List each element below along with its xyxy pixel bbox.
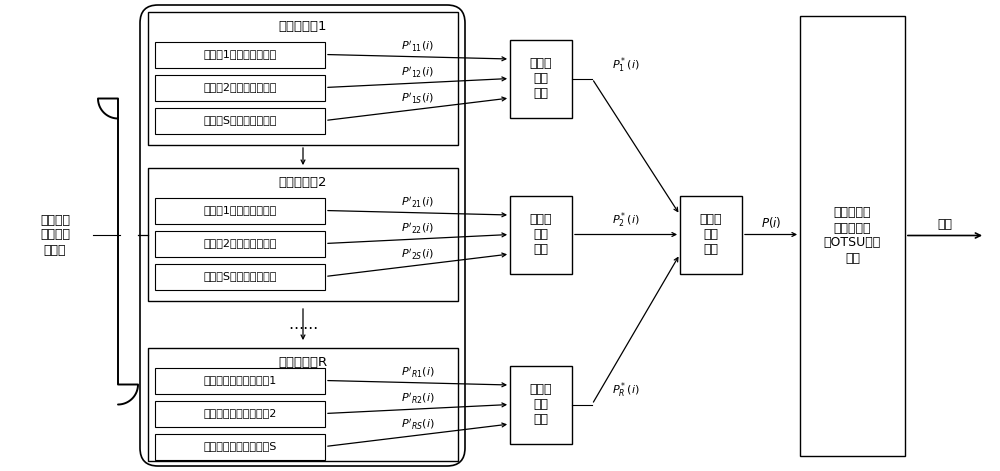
Text: 加和求
平均
单元: 加和求 平均 单元 [530,213,552,256]
Text: $P'_{2S}(i)$: $P'_{2S}(i)$ [401,248,434,262]
Bar [510,40,572,117]
Text: $P'_{R2}(i)$: $P'_{R2}(i)$ [401,391,434,406]
Text: 阈值: 阈值 [938,218,952,230]
Bar [148,12,458,145]
Text: $P^*_2(i)$: $P^*_2(i)$ [612,211,640,230]
Bar [680,195,742,274]
Text: 像素灰度统计处理单元1: 像素灰度统计处理单元1 [203,375,277,385]
FancyBboxPatch shape [140,5,465,466]
Text: ……: …… [288,317,318,332]
Text: 加和求
平均
单元: 加和求 平均 单元 [530,57,552,100]
Bar [510,195,572,274]
Bar [148,168,458,301]
Bar [155,367,325,393]
Text: $P(i)$: $P(i)$ [761,216,781,230]
Text: $P'_{R1}(i)$: $P'_{R1}(i)$ [401,365,434,380]
Bar [155,107,325,133]
Text: 图像块2灰度直方图统计: 图像块2灰度直方图统计 [203,82,277,92]
Text: 图像块分组1: 图像块分组1 [279,19,327,32]
Text: 图像块2灰度直方图统计: 图像块2灰度直方图统计 [203,238,277,249]
Bar [155,400,325,427]
Text: $P'_{RS}(i)$: $P'_{RS}(i)$ [401,418,434,432]
Text: 目标区域及
背景区域交
界OTSU阈值
求解: 目标区域及 背景区域交 界OTSU阈值 求解 [824,206,881,265]
Bar [155,230,325,257]
Text: $P'_{22}(i)$: $P'_{22}(i)$ [401,221,434,236]
Bar [510,365,572,444]
Text: $P'_{21}(i)$: $P'_{21}(i)$ [401,195,434,210]
Text: 像素灰度统计处理单元S: 像素灰度统计处理单元S [203,441,277,452]
Text: $P^*_R(i)$: $P^*_R(i)$ [612,381,640,400]
Bar [155,74,325,100]
Text: 图像块S灰度直方图统计: 图像块S灰度直方图统计 [203,271,277,282]
Text: 图像块S灰度直方图统计: 图像块S灰度直方图统计 [203,115,277,125]
Bar [148,348,458,461]
Text: $P'_{1S}(i)$: $P'_{1S}(i)$ [401,92,434,106]
Text: 像素灰度统计处理单元2: 像素灰度统计处理单元2 [203,408,277,419]
Text: 加和求
平均
单元: 加和求 平均 单元 [700,213,722,256]
Text: $P'_{12}(i)$: $P'_{12}(i)$ [401,65,434,80]
Bar [800,16,905,455]
Text: $P'_{11}(i)$: $P'_{11}(i)$ [401,39,434,54]
Bar [155,433,325,460]
Text: 目标与背
景交界类
型子图: 目标与背 景交界类 型子图 [40,213,70,257]
Bar [155,41,325,67]
Text: 加和求
平均
单元: 加和求 平均 单元 [530,383,552,426]
Text: $P^*_1(i)$: $P^*_1(i)$ [612,55,640,74]
Text: 图像块1灰度直方图统计: 图像块1灰度直方图统计 [203,49,277,59]
Text: 图像块分组R: 图像块分组R [278,356,328,368]
Bar [155,263,325,290]
Bar [155,197,325,224]
Text: 图像块1灰度直方图统计: 图像块1灰度直方图统计 [203,205,277,216]
Text: 图像块分组2: 图像块分组2 [279,176,327,188]
